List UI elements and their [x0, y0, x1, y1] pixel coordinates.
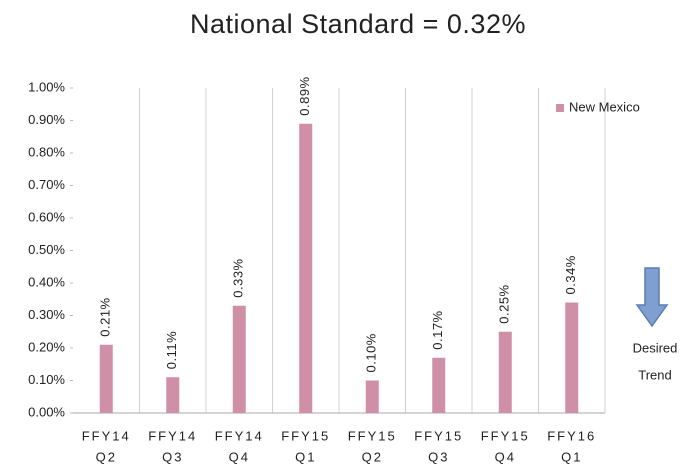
bar — [232, 305, 246, 413]
x-tick-label: Q2 — [96, 449, 117, 464]
data-label: 0.17% — [430, 310, 445, 349]
x-tick-label: FFY15 — [348, 428, 397, 443]
bar — [432, 357, 446, 413]
y-tick-label: 1.00% — [28, 79, 65, 94]
legend-swatch — [556, 104, 564, 112]
annotation: Desired — [633, 340, 678, 355]
bar — [99, 344, 113, 413]
bar — [166, 377, 180, 413]
data-label: 0.25% — [497, 284, 512, 323]
y-tick-label: 0.80% — [28, 144, 65, 159]
x-tick-label: FFY14 — [215, 428, 264, 443]
legend-label: New Mexico — [569, 99, 640, 114]
x-tick-label: FFY16 — [547, 428, 596, 443]
data-label: 0.10% — [364, 333, 379, 372]
data-label: 0.11% — [164, 331, 179, 369]
data-label: 0.34% — [563, 255, 578, 294]
x-tick-label: Q2 — [362, 449, 383, 464]
y-tick-label: 0.50% — [28, 242, 65, 257]
y-tick-label: 0.20% — [28, 339, 65, 354]
y-tick-label: 0.90% — [28, 112, 65, 127]
x-tick-label: FFY14 — [148, 428, 197, 443]
x-tick-label: FFY15 — [414, 428, 463, 443]
bar — [365, 380, 379, 413]
x-tick-label: FFY15 — [281, 428, 330, 443]
x-tick-label: Q1 — [295, 449, 316, 464]
x-tick-label: FFY15 — [481, 428, 530, 443]
y-tick-label: 0.30% — [28, 307, 65, 322]
bar — [498, 331, 512, 413]
x-tick-label: Q4 — [229, 449, 250, 464]
annotation: Trend — [638, 367, 671, 382]
y-tick-label: 0.40% — [28, 274, 65, 289]
y-tick-label: 0.10% — [28, 372, 65, 387]
x-tick-label: FFY14 — [82, 428, 131, 443]
chart-title: National Standard = 0.32% — [190, 9, 526, 39]
x-tick-label: Q4 — [495, 449, 516, 464]
bar — [299, 123, 313, 413]
y-tick-label: 0.00% — [28, 404, 65, 419]
data-label: 0.21% — [98, 297, 113, 336]
x-tick-label: Q3 — [428, 449, 449, 464]
data-label: 0.33% — [231, 258, 246, 297]
x-tick-label: Q3 — [162, 449, 183, 464]
y-tick-label: 0.60% — [28, 209, 65, 224]
data-label: 0.89% — [297, 76, 312, 115]
x-tick-label: Q1 — [561, 449, 582, 464]
bar — [565, 302, 579, 413]
y-tick-label: 0.70% — [28, 177, 65, 192]
desired-trend-arrow — [635, 267, 669, 328]
